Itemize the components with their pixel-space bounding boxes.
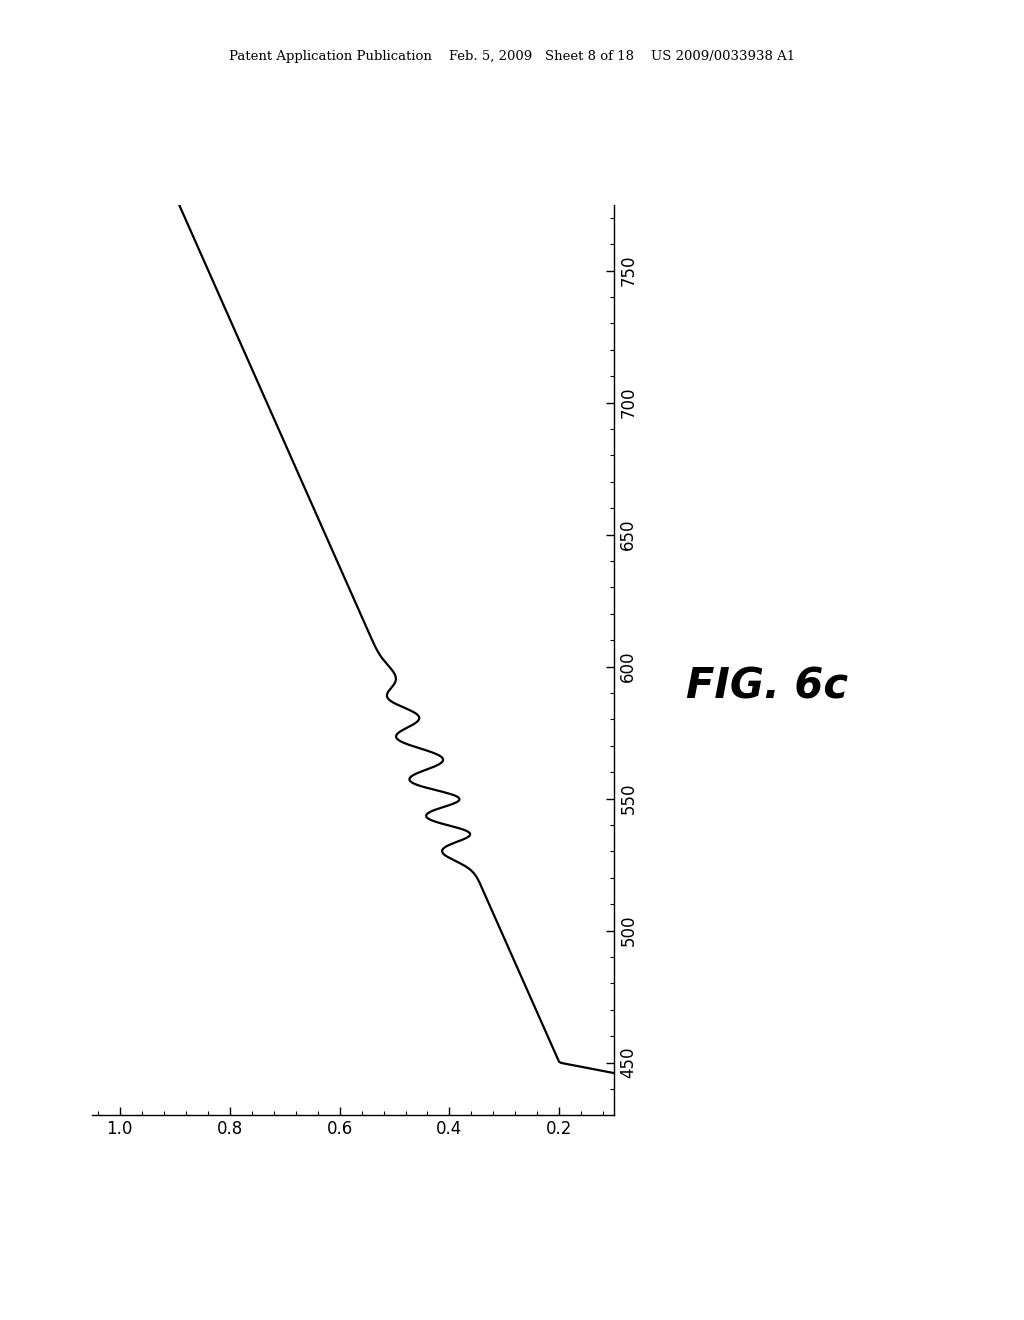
Text: FIG. 6c: FIG. 6c [686,665,848,708]
Text: Patent Application Publication    Feb. 5, 2009   Sheet 8 of 18    US 2009/003393: Patent Application Publication Feb. 5, 2… [229,50,795,63]
